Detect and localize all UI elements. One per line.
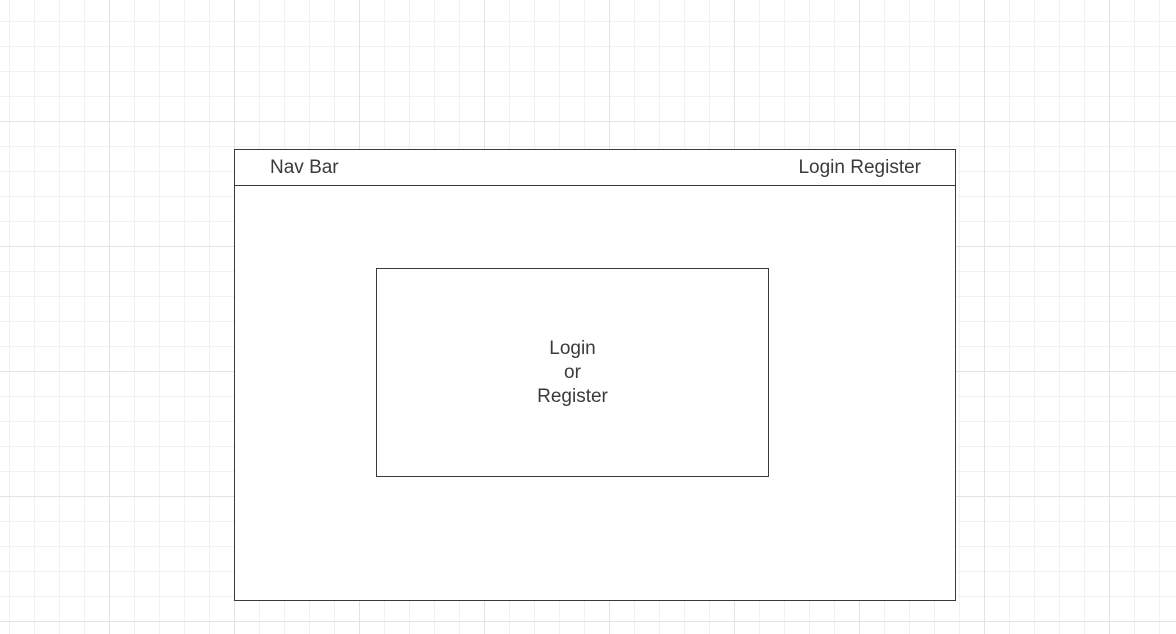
panel-or-text: or bbox=[564, 361, 581, 383]
nav-login-link[interactable]: Login bbox=[798, 157, 845, 178]
nav-bar-title: Nav Bar bbox=[270, 157, 339, 178]
login-register-panel: Login or Register bbox=[376, 268, 769, 477]
nav-links: Login Register bbox=[798, 158, 921, 178]
panel-register-text[interactable]: Register bbox=[537, 385, 608, 407]
page-wireframe: Nav Bar Login Register Login or Register bbox=[234, 149, 956, 601]
nav-register-link[interactable]: Register bbox=[850, 157, 921, 178]
panel-text: Login or Register bbox=[537, 337, 608, 409]
nav-bar: Nav Bar Login Register bbox=[235, 150, 955, 186]
panel-login-text[interactable]: Login bbox=[549, 337, 596, 359]
